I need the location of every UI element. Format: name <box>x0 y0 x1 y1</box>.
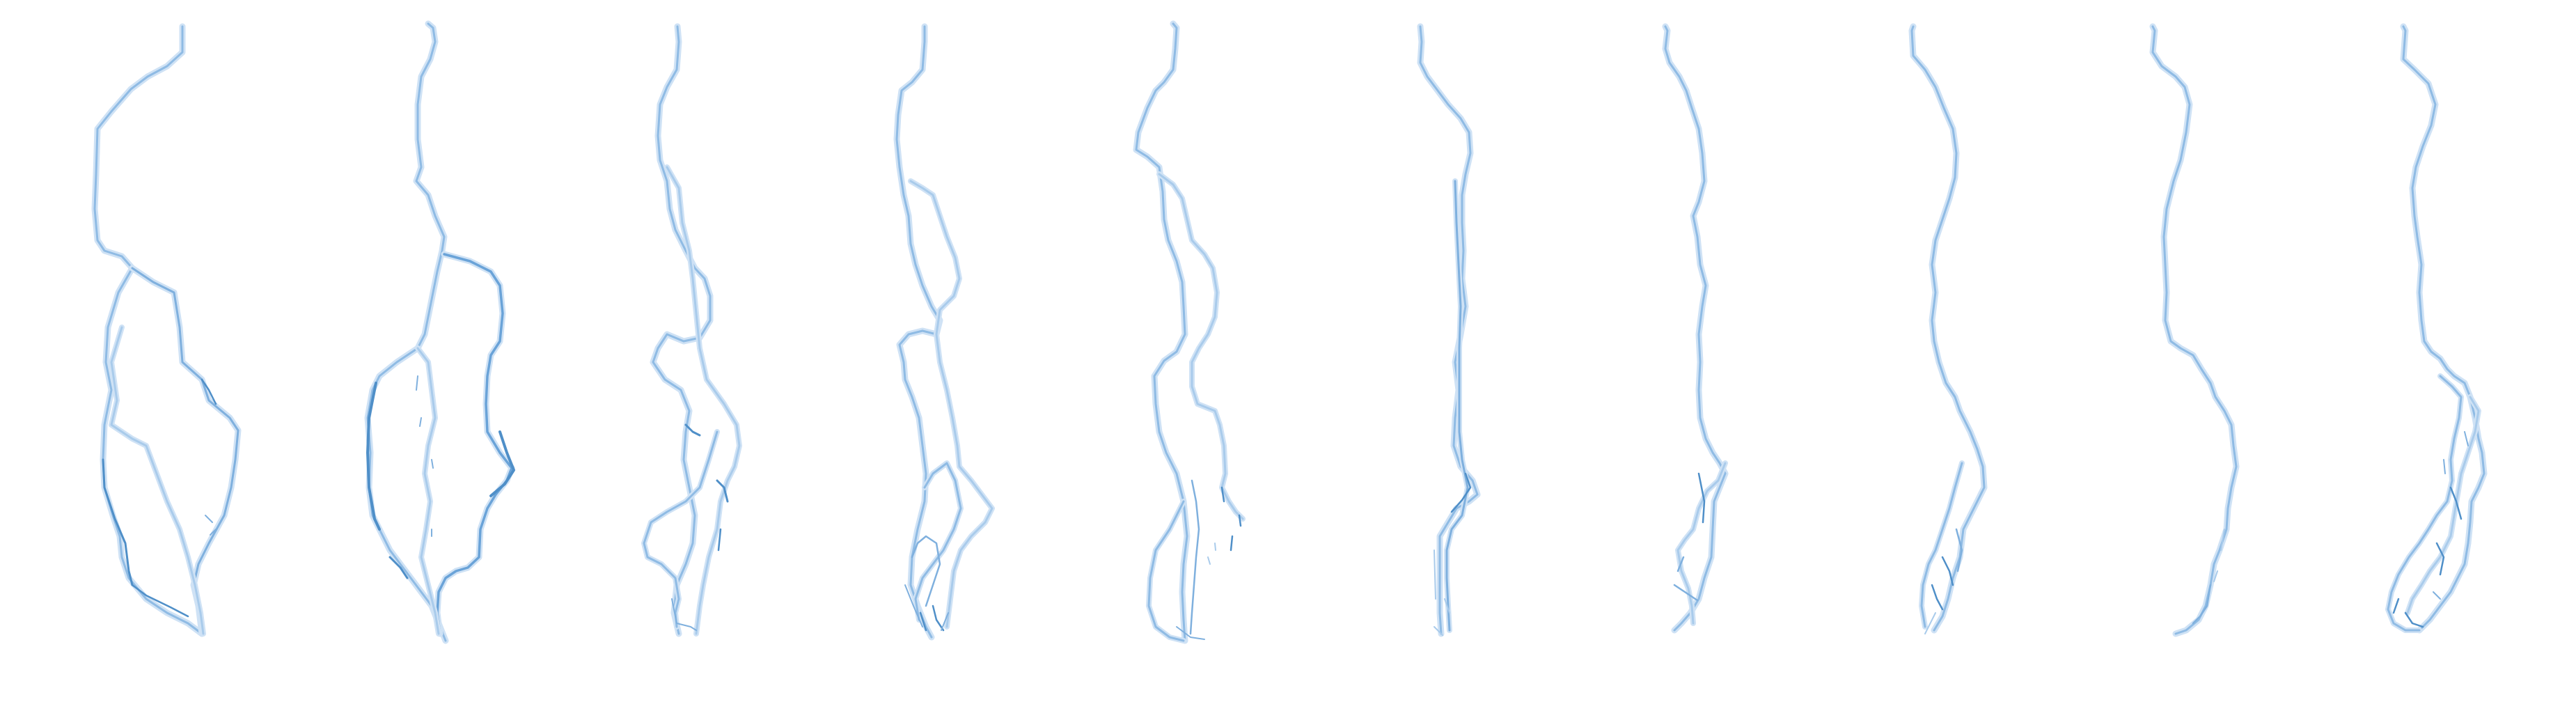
river-trace-10d <box>2392 431 2469 628</box>
river-trace-7c <box>1673 472 1706 602</box>
river-channel-panel-2 <box>364 20 515 644</box>
river-trace-4d <box>904 535 949 632</box>
river-trace-9b <box>2192 529 2225 625</box>
river-trace-10a <box>2400 23 2488 634</box>
river-trace-3d <box>671 423 729 631</box>
river-trace-6c <box>1434 472 1472 636</box>
river-channel-panel-7 <box>1662 23 1729 634</box>
river-trace-8a <box>1908 23 1988 634</box>
river-trace-3b <box>664 164 742 637</box>
river-channel-panel-5 <box>1133 20 1246 644</box>
river-channel-panel-8 <box>1908 23 1988 634</box>
river-trace-3a <box>650 23 714 637</box>
river-channel-panel-10 <box>2385 23 2488 634</box>
river-trace-8b <box>1919 460 1965 630</box>
river-trace-7a <box>1662 23 1729 634</box>
river-trace-5c <box>1146 499 1186 644</box>
river-trace-4b <box>908 178 995 630</box>
river-trace-10c <box>2405 394 2481 616</box>
river-trace-1b <box>129 265 242 637</box>
river-trace-1d <box>102 378 217 618</box>
river-trace-5b <box>1156 171 1246 522</box>
river-trace-5d <box>1176 479 1242 640</box>
river-trace-4a <box>893 23 943 641</box>
river-trace-3c <box>641 429 720 630</box>
river-trace-2a <box>364 20 449 644</box>
river-channel-panel-4 <box>893 23 995 641</box>
river-trace-1c <box>109 325 206 637</box>
river-trace-4c <box>913 460 964 623</box>
river-trace-8c <box>1924 528 1963 634</box>
river-channel-panel-6 <box>1417 23 1481 637</box>
river-trace-2c <box>415 345 441 637</box>
river-channel-panel-9 <box>2149 23 2240 637</box>
river-trace-2d <box>366 375 515 579</box>
river-trace-6b <box>1444 178 1470 633</box>
river-channel-panel-3 <box>641 23 742 637</box>
river-channel-panel-1 <box>91 23 242 637</box>
river-trace-9a <box>2149 23 2240 637</box>
river-trace-1a <box>91 23 205 637</box>
river-trace-10b <box>2385 373 2464 633</box>
